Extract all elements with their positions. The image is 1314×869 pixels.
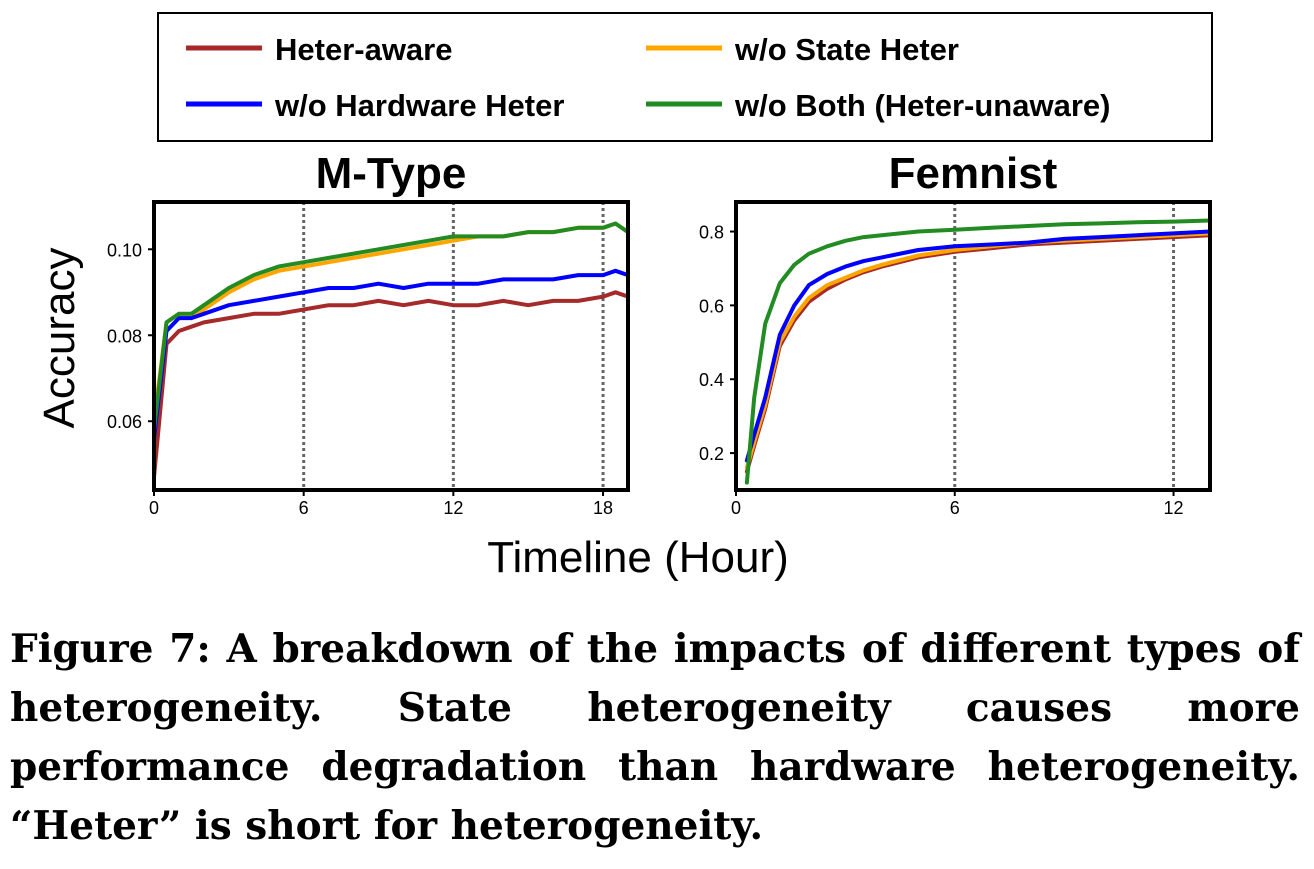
series-line-w-o-state-heter [744,231,1212,470]
legend-label-hardware: w/o Hardware Heter [274,88,564,123]
series-line-w-o-state-heter [152,221,630,424]
panel-title: M-Type [316,149,467,198]
series-line-heter-aware [152,290,630,480]
plot-frame [734,200,1212,492]
x-tick-label: 0 [149,498,159,518]
legend-label-heter-aware: Heter-aware [275,32,452,67]
chart-panel-m-type: M-Type 0 6 12 18 0.06 0.08 0.10 [107,149,630,518]
x-tick-label: 0 [731,498,741,518]
y-tick-label: 0.08 [107,326,142,346]
series-line-w-o-hardware-heter [152,268,630,441]
x-axis-label: Timeline (Hour) [487,533,789,582]
x-tick-label: 12 [1164,498,1184,518]
legend-label-both: w/o Both (Heter-unaware) [734,88,1110,123]
plot-frame [152,200,630,492]
y-axis-label: Accuracy [35,248,84,429]
y-tick-label: 0.6 [699,296,724,316]
series-line-heter-aware [744,233,1212,474]
y-tick-label: 0.10 [107,240,142,260]
x-tick-label: 6 [950,498,960,518]
x-tick-label: 18 [593,498,613,518]
figure-caption: Figure 7: A breakdown of the impacts of … [10,626,1300,849]
series-line-w-o-both-heter-unaware [152,221,630,432]
legend-label-state: w/o State Heter [734,32,959,67]
series-line-w-o-hardware-heter [744,229,1212,463]
legend: Heter-aware w/o State Heter w/o Hardware… [157,12,1213,142]
y-tick-label: 0.2 [699,444,724,464]
y-tick-label: 0.06 [107,412,142,432]
series-line-w-o-both-heter-unaware [744,218,1212,485]
y-tick-label: 0.4 [699,370,724,390]
x-tick-label: 6 [299,498,309,518]
y-tick-label: 0.8 [699,223,724,243]
panel-title: Femnist [889,149,1058,198]
x-tick-label: 12 [443,498,463,518]
legend-frame [157,12,1213,142]
chart-panel-femnist: Femnist 0 6 12 0.2 0.4 0.6 0.8 [699,149,1212,518]
